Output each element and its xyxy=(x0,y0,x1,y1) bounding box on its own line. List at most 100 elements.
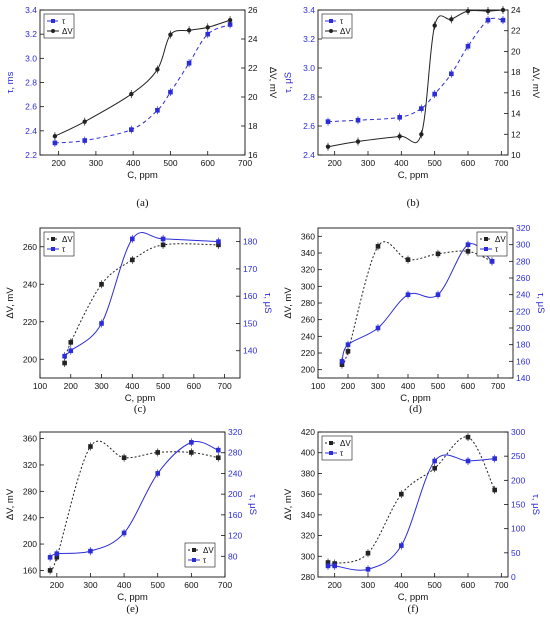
x-tick-label: 300 xyxy=(83,580,97,590)
y-right-tick-label: 14 xyxy=(511,109,521,119)
y-right-tick-label: 140 xyxy=(243,346,257,356)
y-left-tick-label: 320 xyxy=(23,460,37,470)
y-right-axis-title: τ, μS xyxy=(535,293,546,314)
legend-box xyxy=(476,231,508,257)
y-left-tick-label: 420 xyxy=(301,427,315,437)
y-right-tick-label: 160 xyxy=(243,291,257,301)
legend-marker xyxy=(329,19,333,23)
x-tick-label: 500 xyxy=(156,381,170,391)
y-left-tick-label: 280 xyxy=(23,486,37,496)
y-left-tick-label: 220 xyxy=(23,317,37,327)
y-left-tick-label: 2.8 xyxy=(303,92,315,102)
y-left-tick-label: 3.4 xyxy=(303,5,315,15)
panel-label: (e) xyxy=(126,603,139,615)
y-left-tick-label: 3.2 xyxy=(25,29,37,39)
y-right-axis-title: τ, μS xyxy=(262,293,273,314)
y-right-axis-title: τ, μS xyxy=(247,494,258,515)
legend-label: τ xyxy=(62,245,66,254)
x-tick-label: 600 xyxy=(461,158,475,168)
x-tick-label: 200 xyxy=(328,158,342,168)
y-right-tick-label: 150 xyxy=(511,500,525,510)
chart-panel-c: 100 200 300 400 500 600 700 200 220 240 260 140 150 1… xyxy=(5,227,273,415)
y-left-tick-label: 3.0 xyxy=(25,53,37,63)
legend-marker xyxy=(51,237,55,241)
x-tick-label: 200 xyxy=(50,580,64,590)
panel-label: (d) xyxy=(409,403,422,415)
legend-label: ΔV xyxy=(62,27,73,36)
chart-panel-b: 200 300 400 500 600 700 2.4 2.6 2.8 3.0 3.2 3.4 10 12… xyxy=(283,5,541,209)
y-left-tick-label: 380 xyxy=(301,468,315,478)
series-line xyxy=(327,9,504,148)
series-line xyxy=(49,441,219,558)
x-tick-label: 700 xyxy=(494,580,508,590)
x-tick-label: 300 xyxy=(89,158,103,168)
x-tick-label: 600 xyxy=(461,381,475,391)
y-right-tick-label: 240 xyxy=(228,468,242,478)
legend-label: τ xyxy=(495,245,499,254)
y-right-tick-label: 18 xyxy=(511,67,521,77)
chart-panel-e: 200 300 400 500 600 700 160 200 240 280 320 360 80 12… xyxy=(5,427,258,615)
y-right-tick-label: 24 xyxy=(511,5,521,15)
panel-label: (f) xyxy=(408,603,419,615)
legend-marker xyxy=(192,558,196,562)
y-right-tick-label: 26 xyxy=(248,5,258,15)
y-right-tick-label: 240 xyxy=(516,290,530,300)
series-line xyxy=(54,24,231,144)
y-left-tick-label: 2.4 xyxy=(303,150,315,160)
legend-box xyxy=(43,13,75,39)
legend-marker xyxy=(484,237,488,241)
x-tick-label: 700 xyxy=(238,158,252,168)
y-left-tick-label: 340 xyxy=(301,510,315,520)
y-right-tick-label: 170 xyxy=(243,264,257,274)
legend-label: τ xyxy=(62,17,66,26)
y-left-tick-label: 3.2 xyxy=(303,34,315,44)
legend: τΔV xyxy=(43,13,75,39)
y-left-tick-label: 200 xyxy=(301,365,315,375)
y-right-tick-label: 20 xyxy=(511,46,521,56)
legend: ΔVτ xyxy=(184,542,216,568)
y-left-tick-label: 360 xyxy=(301,231,315,241)
y-left-tick-label: 240 xyxy=(23,513,37,523)
y-left-axis-title: τ, μS xyxy=(283,72,294,93)
y-left-tick-label: 240 xyxy=(23,279,37,289)
panel-label: (b) xyxy=(407,197,420,209)
y-left-tick-label: 200 xyxy=(23,539,37,549)
x-tick-label: 400 xyxy=(394,158,408,168)
x-tick-label: 200 xyxy=(328,580,342,590)
y-left-tick-label: 2.6 xyxy=(25,102,37,112)
y-right-tick-label: 200 xyxy=(228,489,242,499)
y-right-tick-label: 180 xyxy=(516,340,530,350)
y-right-tick-label: 24 xyxy=(248,34,258,44)
x-tick-label: 500 xyxy=(428,158,442,168)
y-left-tick-label: 300 xyxy=(301,281,315,291)
legend: ΔVτ xyxy=(476,231,508,257)
legend-label: τ xyxy=(340,17,344,26)
x-tick-label: 700 xyxy=(494,158,508,168)
y-left-tick-label: 3.4 xyxy=(25,5,37,15)
legend-marker xyxy=(192,548,196,552)
legend-label: τ xyxy=(203,556,207,565)
legend: τΔV xyxy=(321,13,353,39)
y-right-tick-label: 320 xyxy=(228,427,242,437)
series-line xyxy=(54,19,231,137)
legend-marker xyxy=(51,29,55,33)
x-tick-label: 200 xyxy=(64,381,78,391)
x-tick-label: 700 xyxy=(218,381,232,391)
y-right-tick-label: 50 xyxy=(511,548,521,558)
y-right-tick-label: 320 xyxy=(516,223,530,233)
legend-box xyxy=(321,13,353,39)
legend-box xyxy=(321,435,353,461)
legend-label: τ xyxy=(340,449,344,458)
y-left-tick-label: 240 xyxy=(301,331,315,341)
legend-marker xyxy=(329,29,333,33)
y-left-tick-label: 340 xyxy=(301,248,315,258)
y-left-tick-label: 2.6 xyxy=(303,121,315,131)
series-line xyxy=(64,232,219,357)
y-right-tick-label: 300 xyxy=(516,240,530,250)
series-line xyxy=(341,243,493,362)
chart-panel-a: 200 300 400 500 600 700 2.2 2.4 2.6 2.8 3.0 3.2 3.4 1… xyxy=(5,5,278,209)
panel-label: (c) xyxy=(134,403,147,415)
x-tick-label: 300 xyxy=(361,158,375,168)
y-right-tick-label: 10 xyxy=(511,150,521,160)
legend-marker xyxy=(329,451,333,455)
